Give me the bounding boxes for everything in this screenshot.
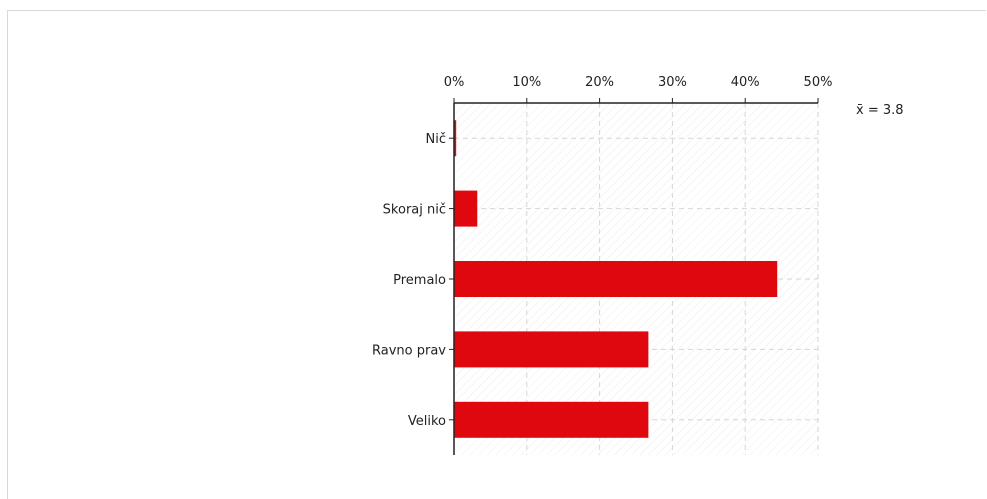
x-tick-label-3: 30%	[658, 75, 687, 90]
x-tick-label-4: 40%	[731, 75, 760, 90]
category-label-2: Premalo	[393, 273, 446, 288]
bar-3	[454, 331, 649, 368]
bar-0	[454, 120, 457, 157]
bar-2	[454, 261, 778, 297]
category-labels: Nič Skoraj nič Premalo Ravno prav Veliko	[372, 132, 454, 429]
category-label-4: Veliko	[408, 414, 446, 429]
bars	[454, 120, 778, 438]
bar-4	[454, 401, 649, 438]
x-tick-labels: 0% 10% 20% 30% 40% 50%	[444, 75, 833, 103]
category-label-0: Nič	[426, 132, 446, 147]
x-tick-label-0: 0%	[444, 75, 465, 90]
bar-1	[454, 190, 478, 227]
x-tick-label-2: 20%	[585, 75, 614, 90]
mean-label: x̄ = 3.8	[856, 103, 904, 118]
x-tick-label-5: 50%	[804, 75, 833, 90]
category-label-1: Skoraj nič	[383, 203, 446, 218]
x-tick-label-1: 10%	[512, 75, 541, 90]
category-label-3: Ravno prav	[372, 343, 446, 358]
